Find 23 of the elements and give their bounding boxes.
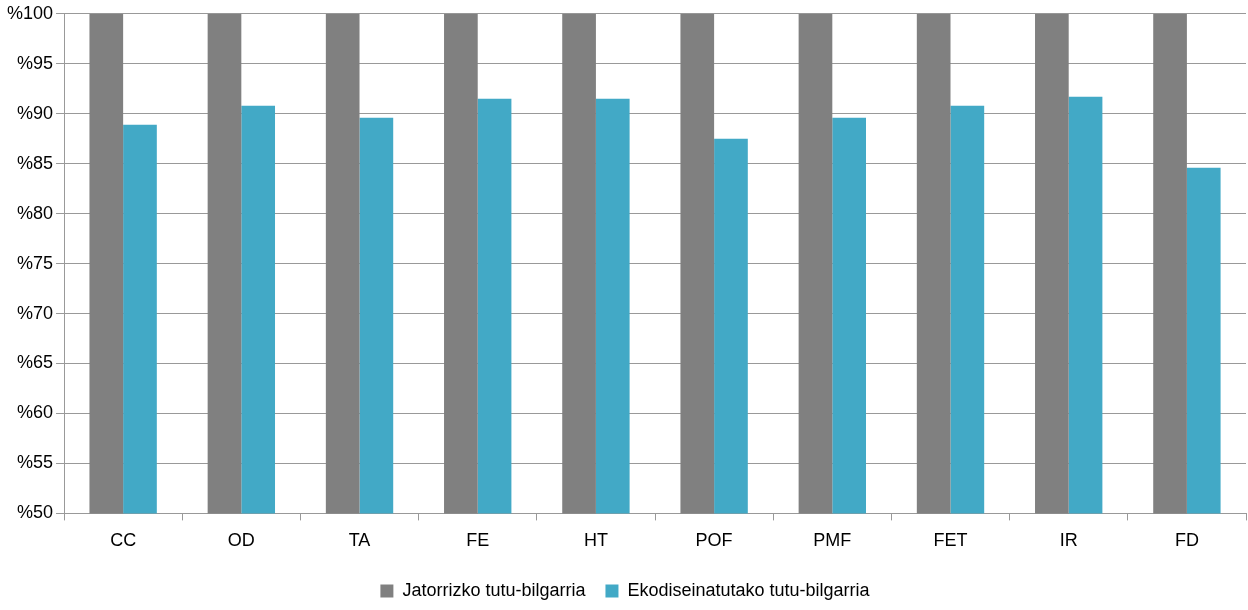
y-tick-label: %50 — [17, 502, 54, 523]
y-tick-label: %100 — [6, 2, 54, 23]
y-tick-label: %75 — [17, 252, 54, 273]
y-tick-label: %95 — [17, 52, 54, 73]
x-tick-label: HT — [583, 530, 608, 551]
y-tick-label: %60 — [17, 402, 54, 423]
legend-label: Jatorrizko tutu-bilgarria — [402, 579, 587, 600]
x-tick-label: TA — [348, 530, 371, 551]
x-tick-label: FD — [1174, 530, 1199, 551]
x-tick-label: CC — [110, 530, 137, 551]
x-tick-label: IR — [1059, 530, 1078, 551]
y-tick-label: %65 — [17, 352, 54, 373]
y-tick-label: %80 — [17, 202, 54, 223]
x-tick-label: OD — [227, 530, 255, 551]
x-tick-label: FET — [933, 530, 968, 551]
y-tick-label: %85 — [17, 152, 54, 173]
y-tick-label: %70 — [17, 302, 54, 323]
y-tick-label: %55 — [17, 452, 54, 473]
x-tick-label: FE — [466, 530, 490, 551]
legend-label: Ekodiseinatutako tutu-bilgarria — [627, 579, 871, 600]
x-tick-label: PMF — [813, 530, 852, 551]
x-tick-label: POF — [695, 530, 733, 551]
y-tick-label: %90 — [17, 102, 54, 123]
